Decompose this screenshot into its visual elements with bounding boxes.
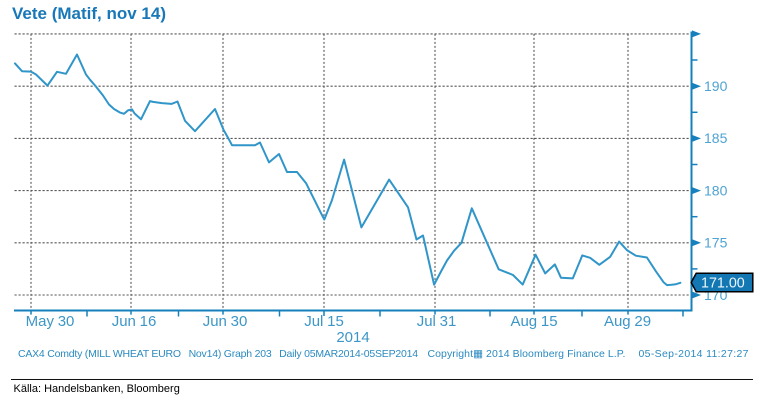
svg-text:Jun 30: Jun 30 bbox=[203, 313, 248, 330]
svg-text:May 30: May 30 bbox=[26, 313, 75, 330]
svg-text:Aug 15: Aug 15 bbox=[510, 313, 557, 330]
svg-text:190: 190 bbox=[704, 78, 728, 94]
svg-text:Aug 29: Aug 29 bbox=[604, 313, 651, 330]
svg-text:Jun 16: Jun 16 bbox=[112, 313, 157, 330]
svg-text:2014: 2014 bbox=[336, 329, 369, 346]
svg-text:Jul 15: Jul 15 bbox=[304, 313, 344, 330]
svg-text:175: 175 bbox=[704, 235, 728, 251]
svg-text:Jul 31: Jul 31 bbox=[417, 313, 457, 330]
svg-text:185: 185 bbox=[704, 130, 728, 146]
svg-text:171.00: 171.00 bbox=[701, 275, 745, 291]
svg-text:180: 180 bbox=[704, 182, 728, 198]
